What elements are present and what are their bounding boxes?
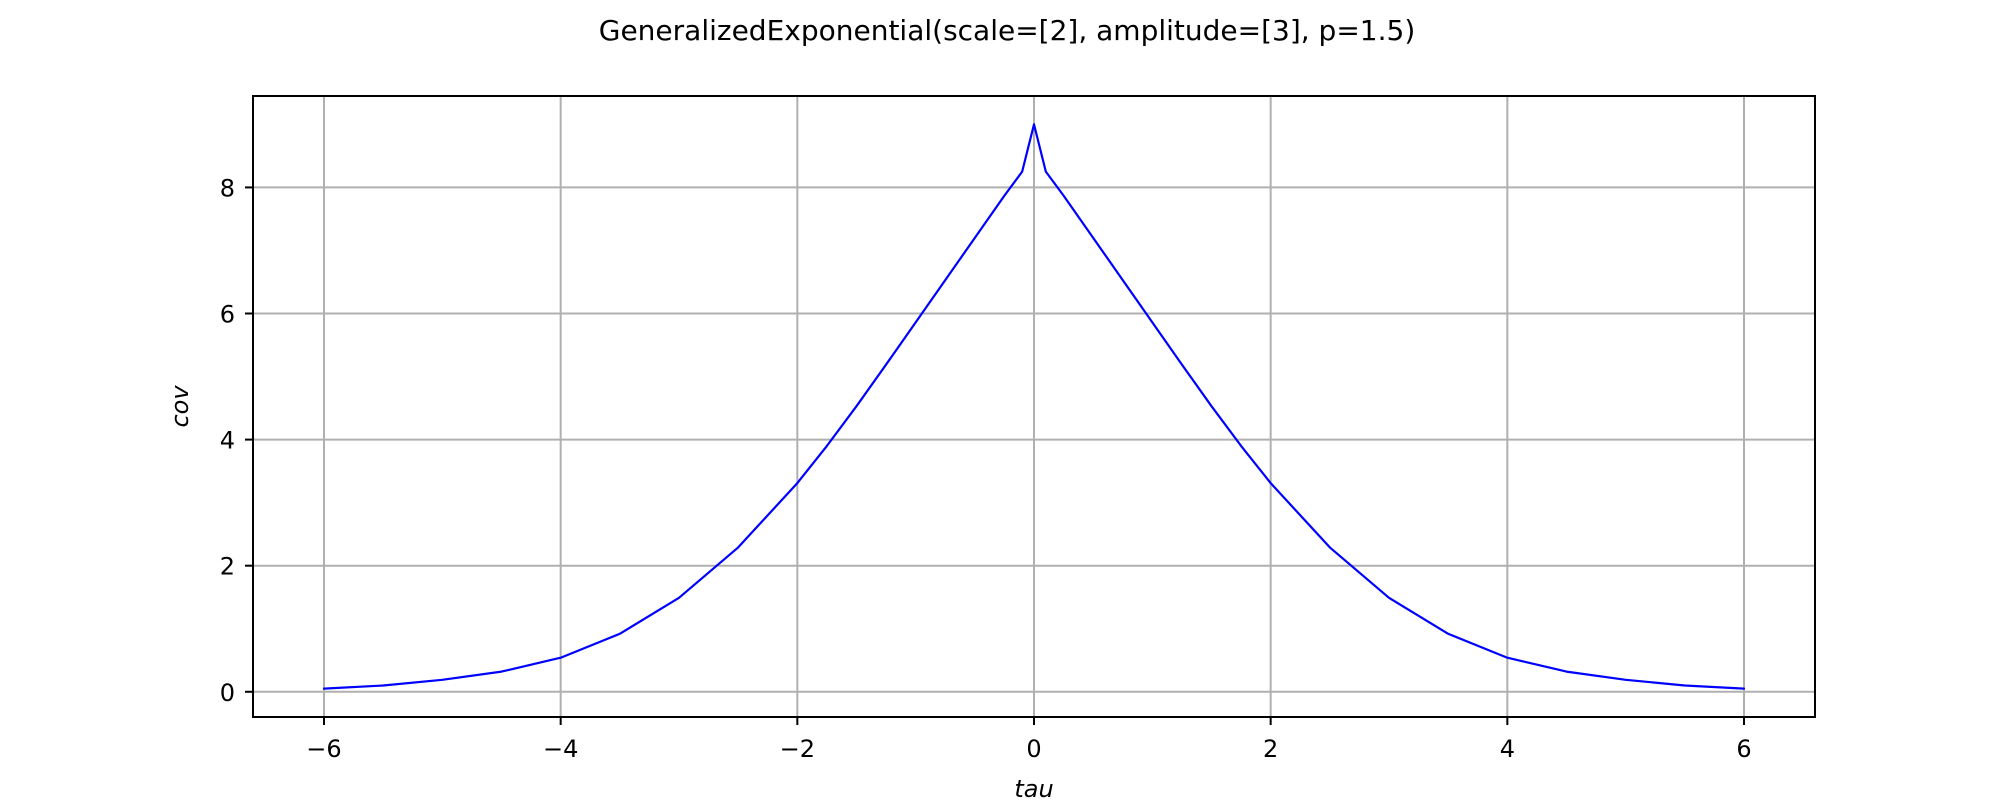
y-tick-label: 8 xyxy=(220,174,235,202)
x-tick-label: 0 xyxy=(1026,735,1041,763)
series-line xyxy=(322,123,1746,690)
y-tick-label: 4 xyxy=(220,427,235,455)
x-tick-label: −4 xyxy=(543,735,578,763)
x-tick-label: 2 xyxy=(1263,735,1278,763)
ticks: −6 −4 −2 0 2 4 6 0 2 4 6 8 xyxy=(220,174,1752,763)
y-tick-label: 0 xyxy=(220,679,235,707)
chart-title: GeneralizedExponential(scale=[2], amplit… xyxy=(599,14,1416,47)
x-axis-label: tau xyxy=(1014,775,1053,800)
series-layer xyxy=(322,123,1746,690)
x-tick-label: 4 xyxy=(1500,735,1515,763)
x-tick-label: −6 xyxy=(306,735,341,763)
y-tick-label: 2 xyxy=(220,553,235,581)
y-axis-label: cov xyxy=(166,385,194,428)
grid xyxy=(253,96,1815,717)
x-tick-label: 6 xyxy=(1736,735,1751,763)
y-tick-label: 6 xyxy=(220,301,235,329)
x-tick-label: −2 xyxy=(780,735,815,763)
